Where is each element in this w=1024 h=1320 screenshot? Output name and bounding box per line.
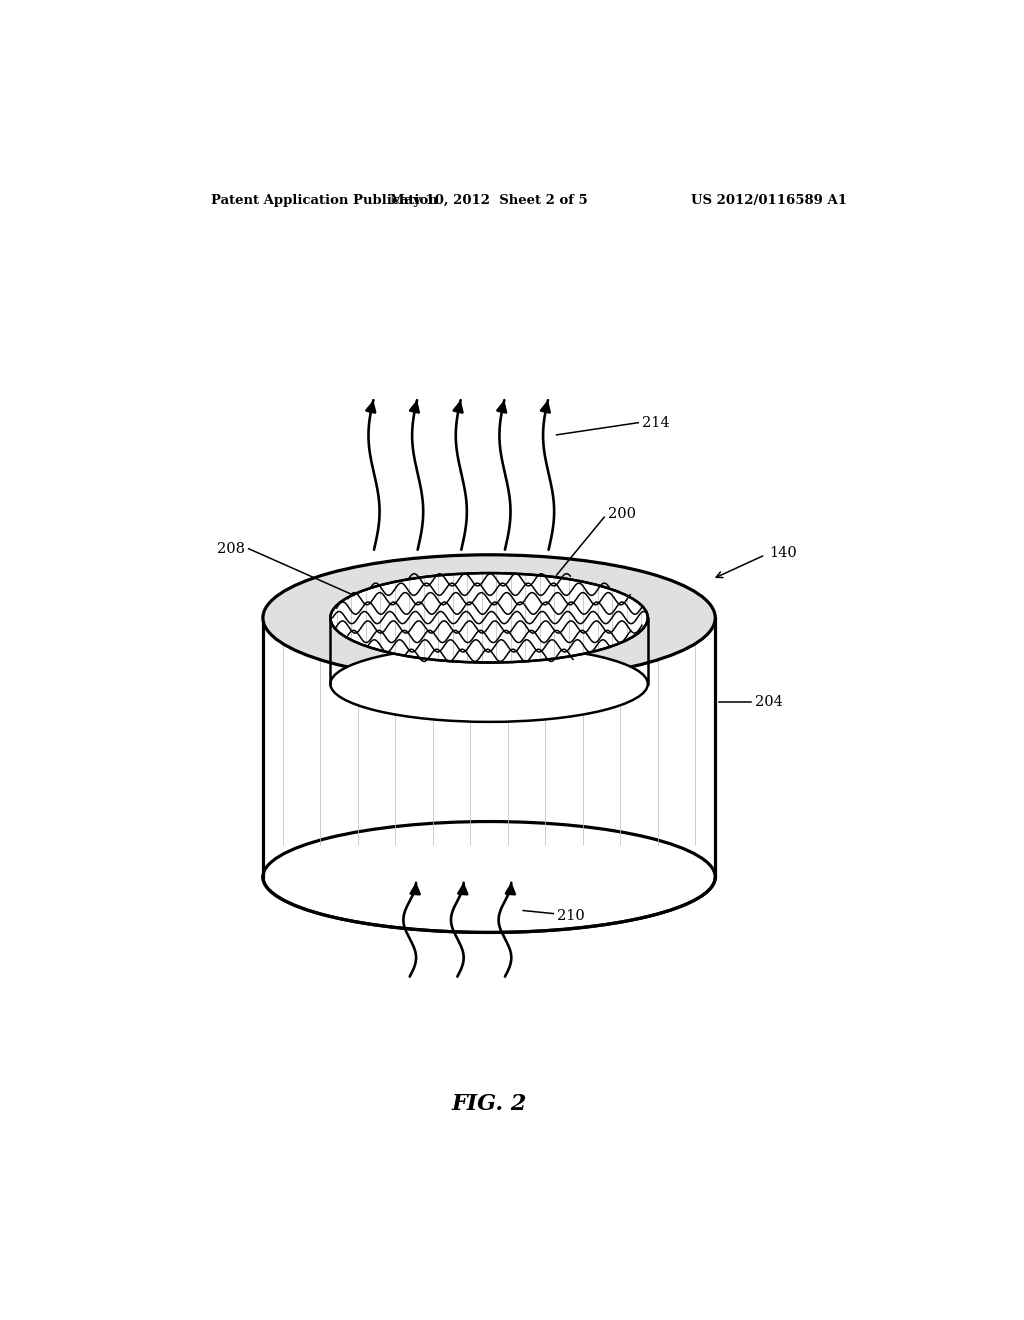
Text: May 10, 2012  Sheet 2 of 5: May 10, 2012 Sheet 2 of 5 xyxy=(390,194,588,207)
Text: 214: 214 xyxy=(642,416,670,430)
Ellipse shape xyxy=(263,821,715,932)
Ellipse shape xyxy=(263,554,715,681)
Text: US 2012/0116589 A1: US 2012/0116589 A1 xyxy=(691,194,848,207)
Ellipse shape xyxy=(333,574,645,661)
Text: Patent Application Publication: Patent Application Publication xyxy=(211,194,438,207)
Text: 140: 140 xyxy=(769,545,797,560)
Text: 208: 208 xyxy=(217,541,246,556)
Text: 210: 210 xyxy=(557,908,585,923)
Ellipse shape xyxy=(331,573,648,663)
Text: 204: 204 xyxy=(755,696,782,709)
Ellipse shape xyxy=(331,645,648,722)
Text: 200: 200 xyxy=(608,507,636,521)
Text: FIG. 2: FIG. 2 xyxy=(452,1093,526,1114)
